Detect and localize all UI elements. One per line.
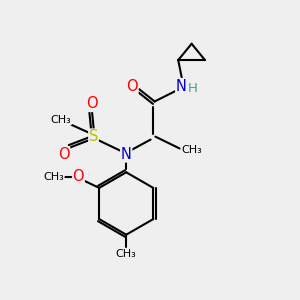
Text: O: O bbox=[86, 96, 98, 111]
Text: CH₃: CH₃ bbox=[50, 115, 71, 125]
Text: O: O bbox=[126, 79, 138, 94]
Text: N: N bbox=[176, 79, 187, 94]
Text: H: H bbox=[188, 82, 197, 95]
Text: CH₃: CH₃ bbox=[181, 145, 202, 155]
Text: N: N bbox=[121, 147, 132, 162]
Text: S: S bbox=[89, 129, 98, 144]
Text: CH₃: CH₃ bbox=[43, 172, 64, 182]
Text: CH₃: CH₃ bbox=[116, 249, 136, 259]
Text: O: O bbox=[58, 147, 70, 162]
Text: O: O bbox=[73, 169, 84, 184]
